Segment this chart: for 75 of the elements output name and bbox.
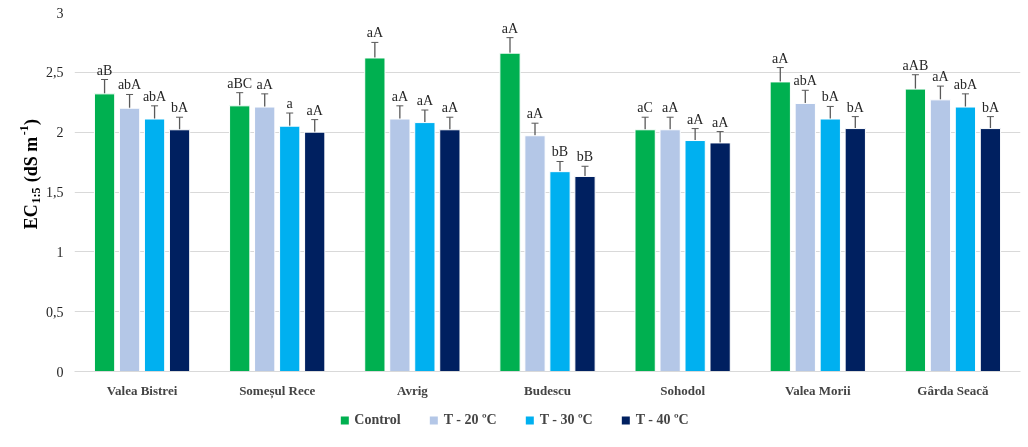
y-tick-label: 2 <box>56 125 64 141</box>
x-tick-label: Avrig <box>396 382 429 398</box>
data-label: abA <box>117 77 143 93</box>
x-tick-label: Valea Morii <box>784 382 851 398</box>
bar <box>279 125 301 372</box>
data-label: a <box>286 96 294 112</box>
y-tick-label: 1 <box>56 244 64 260</box>
bar <box>389 118 411 372</box>
bar <box>954 106 977 372</box>
bar <box>524 135 546 372</box>
bar <box>93 93 116 372</box>
bar <box>499 52 521 372</box>
data-label: aA <box>501 20 520 36</box>
x-tick-label: Valea Bistrei <box>106 382 178 398</box>
bar <box>574 175 596 372</box>
data-label: aB <box>96 62 113 78</box>
bar <box>819 118 841 372</box>
bar <box>904 88 927 372</box>
data-label: aC <box>637 100 653 116</box>
bar <box>684 140 706 372</box>
bar <box>794 102 816 372</box>
bar <box>143 118 166 372</box>
bar <box>364 57 386 372</box>
data-label: aA <box>416 93 434 109</box>
x-tick-label: Sohodol <box>660 382 706 398</box>
legend-label: T - 30 ºC <box>539 412 593 428</box>
data-label: bB <box>551 144 569 160</box>
data-label: aA <box>441 100 459 116</box>
data-label: aA <box>686 111 705 127</box>
bar <box>979 128 1002 372</box>
legend-label: T - 40 ºC <box>635 412 689 428</box>
legend-label: T - 20 ºC <box>443 412 497 428</box>
data-label: aA <box>932 69 950 85</box>
y-tick-label: 0 <box>56 364 64 380</box>
data-label: aBC <box>227 75 253 91</box>
bar <box>659 129 681 372</box>
y-tick-label: 3 <box>56 5 64 21</box>
y-tick-label: 1,5 <box>46 185 64 200</box>
bar <box>549 171 571 372</box>
data-label: aA <box>306 102 324 118</box>
y-tick-label: 0,5 <box>46 304 64 320</box>
bar <box>168 129 191 372</box>
data-label: bA <box>821 89 840 105</box>
data-label: aA <box>526 106 545 122</box>
data-label: bA <box>846 99 865 115</box>
data-label: abA <box>142 88 168 104</box>
data-label: aA <box>366 25 384 41</box>
data-label: aA <box>391 88 409 104</box>
y-tick-label: 2,5 <box>46 65 64 81</box>
bar <box>118 107 141 372</box>
x-tick-label: Someșul Rece <box>239 382 316 399</box>
data-label: aAB <box>902 57 929 73</box>
bar <box>769 81 791 372</box>
legend-label: Control <box>354 412 401 428</box>
y-axis-title: EC1:5 (dS m-1) <box>16 119 43 230</box>
data-label: aA <box>661 100 680 116</box>
bar <box>229 105 251 372</box>
data-label: abA <box>953 76 978 92</box>
bar <box>254 106 276 372</box>
bar <box>634 129 656 372</box>
x-tick-label: Gârda Seacă <box>917 382 989 398</box>
data-label: aA <box>711 114 730 130</box>
x-tick-label: Budescu <box>524 382 571 398</box>
data-label: aA <box>772 50 790 66</box>
data-label: aA <box>256 76 274 92</box>
bar <box>304 131 326 372</box>
data-label: bB <box>576 149 594 165</box>
bar <box>844 128 866 372</box>
bar <box>439 129 461 372</box>
data-label: abA <box>793 73 818 89</box>
data-label: bA <box>981 99 1000 115</box>
bar <box>709 142 731 372</box>
bar <box>414 122 436 372</box>
data-label: bA <box>171 100 190 116</box>
bar <box>929 99 952 372</box>
